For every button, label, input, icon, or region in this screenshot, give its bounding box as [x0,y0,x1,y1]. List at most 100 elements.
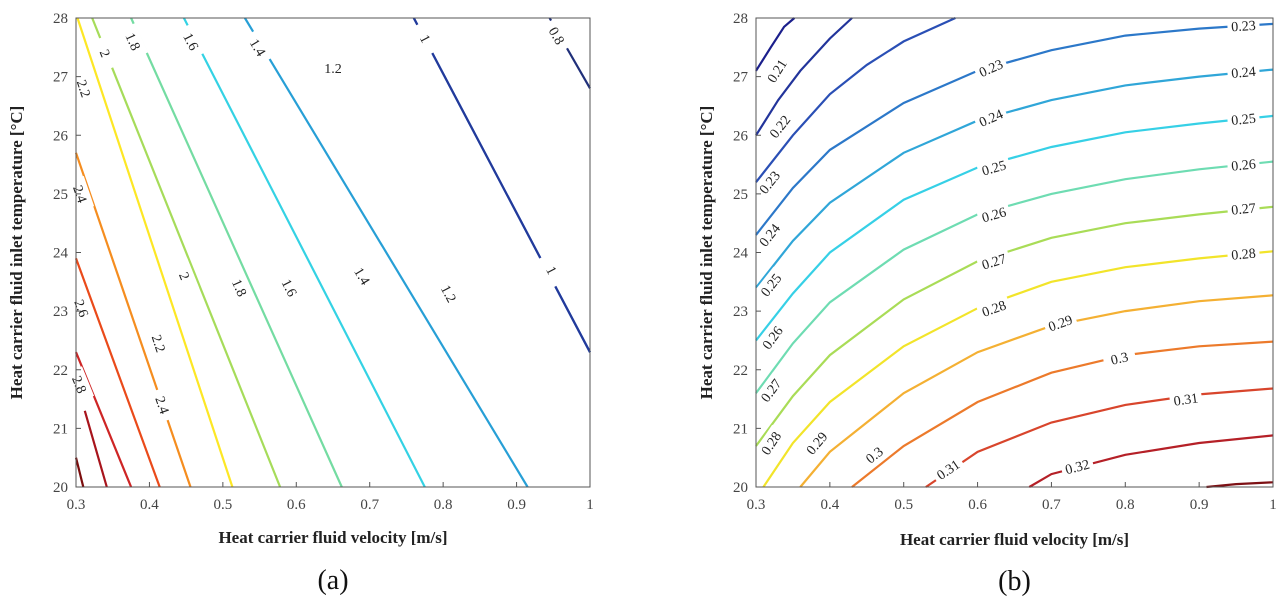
contour-label: 0.26 [980,205,1008,226]
y-axis-label-b: Heat carrier fluid inlet temperature [°C… [697,106,716,400]
contour-label: 0.27 [980,252,1008,274]
x-axis-label-a: Heat carrier fluid velocity [m/s] [218,528,447,547]
contour-line-0.33 [1206,481,1274,489]
contour-label: 0.3 [1109,350,1129,369]
x-tick-label: 0.7 [360,497,379,513]
contour-label-bg [760,52,793,90]
y-tick-label: 26 [53,128,69,144]
contour-label-bg [1042,308,1079,337]
y-tick-label: 21 [733,421,748,437]
contour-label: 0.24 [1231,65,1257,82]
x-tick-label: 0.5 [213,497,232,513]
x-tick-label: 0.7 [1042,497,1061,513]
contour-label-bg [224,269,255,306]
x-tick-label: 0.9 [1190,497,1209,513]
contour-label-bg [317,58,349,77]
y-tick-label: 23 [53,304,68,320]
contour-label-bg [148,386,177,423]
chart-a: 2.82.62.42.42.22.2221.81.81.61.61.41.41.… [7,11,594,596]
contour-label: 0.28 [980,298,1008,320]
contour-label-bg [1226,153,1261,176]
contour-label: 2.2 [73,78,93,99]
x-tick-label: 0.6 [968,497,987,513]
x-tick-label: 0.6 [287,497,306,513]
contour-line-2.8 [83,410,108,488]
contour-label: 0.31 [1173,391,1199,409]
contour-line-1 [412,17,591,353]
y-tick-label: 27 [733,70,749,86]
contour-label-bg [1226,243,1261,265]
x-tick-label: 0.3 [747,497,766,513]
contour-label-bg [975,201,1012,228]
contour-label-bg [433,275,465,312]
contour-line-2.6 [74,258,161,488]
contour-label-bg [175,23,207,60]
x-tick-label: 0.8 [1116,497,1135,513]
y-tick-label: 20 [733,480,748,496]
contour-labels-b: 0.210.220.230.230.230.240.240.240.250.25… [752,15,1261,486]
y-tick-label: 25 [53,187,68,203]
contour-label-bg [754,424,788,462]
contour-line-1.6 [182,17,426,488]
x-tick-label: 0.3 [67,497,86,513]
y-tick-label: 24 [53,246,69,262]
contour-line-2.4 [74,152,192,488]
contour-label-bg [972,53,1010,83]
x-tick-label: 0.4 [140,497,159,513]
contour-label: 0.29 [1047,313,1075,335]
contour-label-bg [975,247,1012,275]
y-tick-label: 28 [53,11,68,27]
contour-label-bg [170,257,199,295]
x-tick-label: 0.9 [507,497,526,513]
contour-label-bg [975,154,1012,181]
contour-label-bg [145,325,173,362]
contour-label-bg [1168,387,1203,411]
contour-label-bg [753,266,788,303]
x-axis-label-b: Heat carrier fluid velocity [m/s] [900,530,1129,549]
contour-label: 0.32 [1064,458,1092,479]
contour-label: 1.8 [121,31,142,53]
x-tick-label: 0.4 [820,497,839,513]
contour-label-bg [755,319,790,356]
contour-line-0.20 [755,17,796,72]
x-ticks-b: 0.3 0.4 0.5 0.6 0.7 0.8 0.9 1 [747,482,1277,513]
panel-label-b: (b) [998,566,1031,597]
contour-label: 0.25 [1231,112,1257,129]
contour-label-bg [1101,345,1138,371]
x-tick-label: 1 [1269,497,1277,513]
contour-label-bg [1226,108,1261,130]
plot-frame-b [755,17,1274,488]
x-ticks-a: 0.3 0.4 0.5 0.6 0.7 0.8 0.9 1 [67,482,594,513]
contour-line-0.31 [925,387,1274,488]
contour-label-bg [67,290,96,327]
contour-label-bg [65,366,95,403]
y-tick-label: 20 [53,480,68,496]
contour-line-0.21 [755,17,853,136]
contour-label-bg [1226,197,1261,220]
y-tick-label: 27 [53,70,69,86]
contour-label: 1.2 [324,62,342,77]
contour-label-bg [929,452,967,486]
contour-line-0.3 [851,340,1274,488]
contour-label: 0.26 [1231,157,1257,174]
contour-lines-a [74,17,591,488]
contour-labels-a: 2.82.62.42.42.22.2221.81.81.61.61.41.41.… [65,17,573,423]
y-tick-label: 22 [53,363,68,379]
contour-label-bg [799,424,834,462]
y-tick-label: 28 [733,11,748,27]
y-tick-label: 21 [53,421,68,437]
contour-label: 2.6 [70,298,90,320]
contour-line-0.22 [755,16,956,183]
contour-label-bg [752,164,787,201]
contour-label-bg [541,17,573,54]
contour-label-bg [70,70,98,107]
contour-label: 0.27 [1231,201,1257,218]
contour-line-3 [74,457,85,488]
x-tick-label: 0.5 [894,497,913,513]
y-tick-label: 24 [733,246,749,262]
contour-label-bg [346,257,379,295]
contour-label: 1.6 [179,31,200,53]
y-tick-label: 26 [733,128,749,144]
contour-label-bg [1226,15,1260,36]
contour-line-2 [91,17,282,488]
